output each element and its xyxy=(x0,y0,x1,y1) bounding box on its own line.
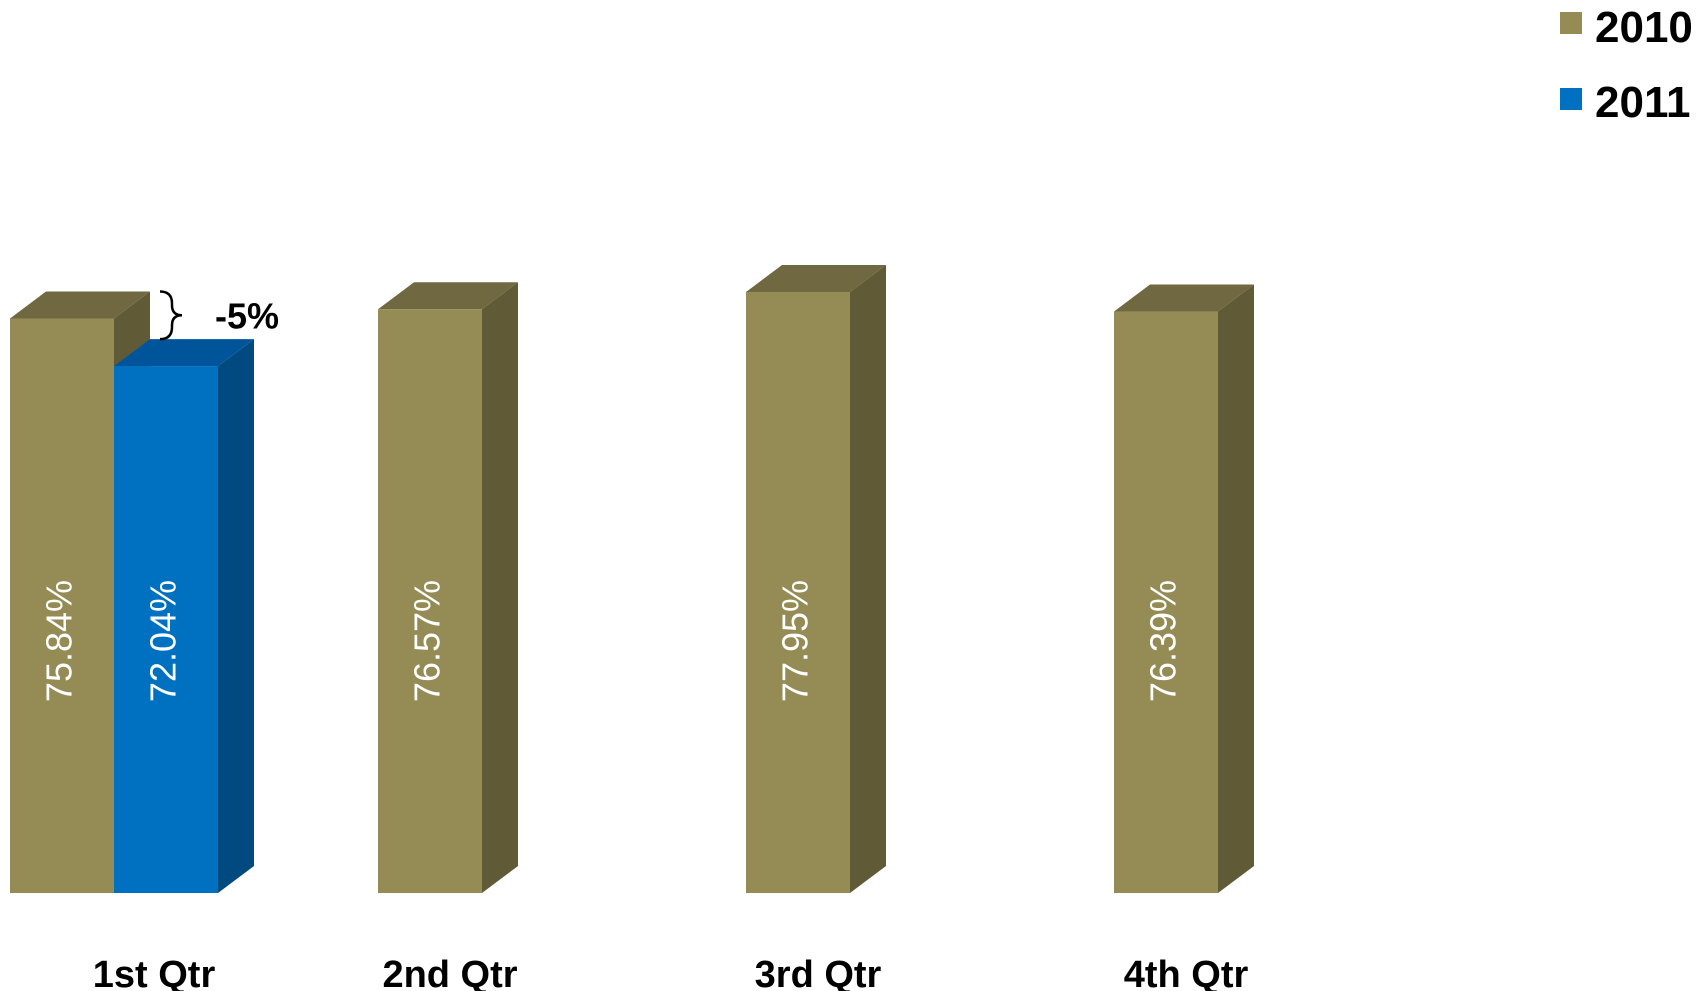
category-label-1: 1st Qtr xyxy=(93,954,216,991)
bar-2010-1st-qtr-front xyxy=(10,318,114,893)
annotation-brace xyxy=(159,290,183,341)
value-label-2010-3: 77.95% xyxy=(775,580,816,702)
category-label-4: 4th Qtr xyxy=(1124,954,1249,991)
bar-2010-4th-qtr xyxy=(1114,284,1254,893)
legend-label-2011: 2011 xyxy=(1595,78,1690,127)
bar-2010-1st-qtr-top xyxy=(10,291,150,319)
value-label-2010-4: 76.39% xyxy=(1143,580,1184,702)
legend: 2010 2011 xyxy=(1560,3,1693,127)
bar-2010-2nd-qtr-front xyxy=(378,309,482,893)
bar-2010-2nd-qtr-top xyxy=(378,282,518,310)
bar-2010-2nd-qtr-side xyxy=(482,282,518,893)
bar-2010-4th-qtr-front xyxy=(1114,311,1218,893)
bar-2011-1st-qtr-top xyxy=(114,339,254,367)
category-labels-layer: 1st Qtr 2nd Qtr 3rd Qtr 4th Qtr xyxy=(93,954,1249,991)
annotation-label: -5% xyxy=(215,295,279,336)
legend-swatch-2011 xyxy=(1560,88,1582,110)
bar-2010-3rd-qtr-front xyxy=(746,292,850,893)
bar-2010-2nd-qtr xyxy=(378,282,518,893)
legend-label-2010: 2010 xyxy=(1595,3,1693,52)
legend-swatch-2010 xyxy=(1560,12,1582,34)
value-label-2010-2: 76.57% xyxy=(407,580,448,702)
category-label-2: 2nd Qtr xyxy=(382,954,517,991)
value-labels-layer: 75.84% 72.04% 76.57% 77.95% 76.39% xyxy=(39,580,1184,702)
bar-2010-3rd-qtr-top xyxy=(746,265,886,292)
bar-2011-1st-qtr-side xyxy=(218,339,254,893)
bar-2010-4th-qtr-side xyxy=(1218,284,1254,893)
bar-2010-3rd-qtr xyxy=(746,265,886,893)
value-label-2011-1: 72.04% xyxy=(143,580,184,702)
bar-2011-1st-qtr-front xyxy=(114,366,218,893)
bars-layer xyxy=(10,265,1254,893)
bar-2010-3rd-qtr-side xyxy=(850,265,886,893)
value-label-2010-1: 75.84% xyxy=(39,580,80,702)
annotation: -5% xyxy=(159,290,279,341)
bar-2010-4th-qtr-top xyxy=(1114,284,1254,312)
category-label-3: 3rd Qtr xyxy=(755,954,882,991)
bar-2011-1st-qtr xyxy=(114,339,254,893)
